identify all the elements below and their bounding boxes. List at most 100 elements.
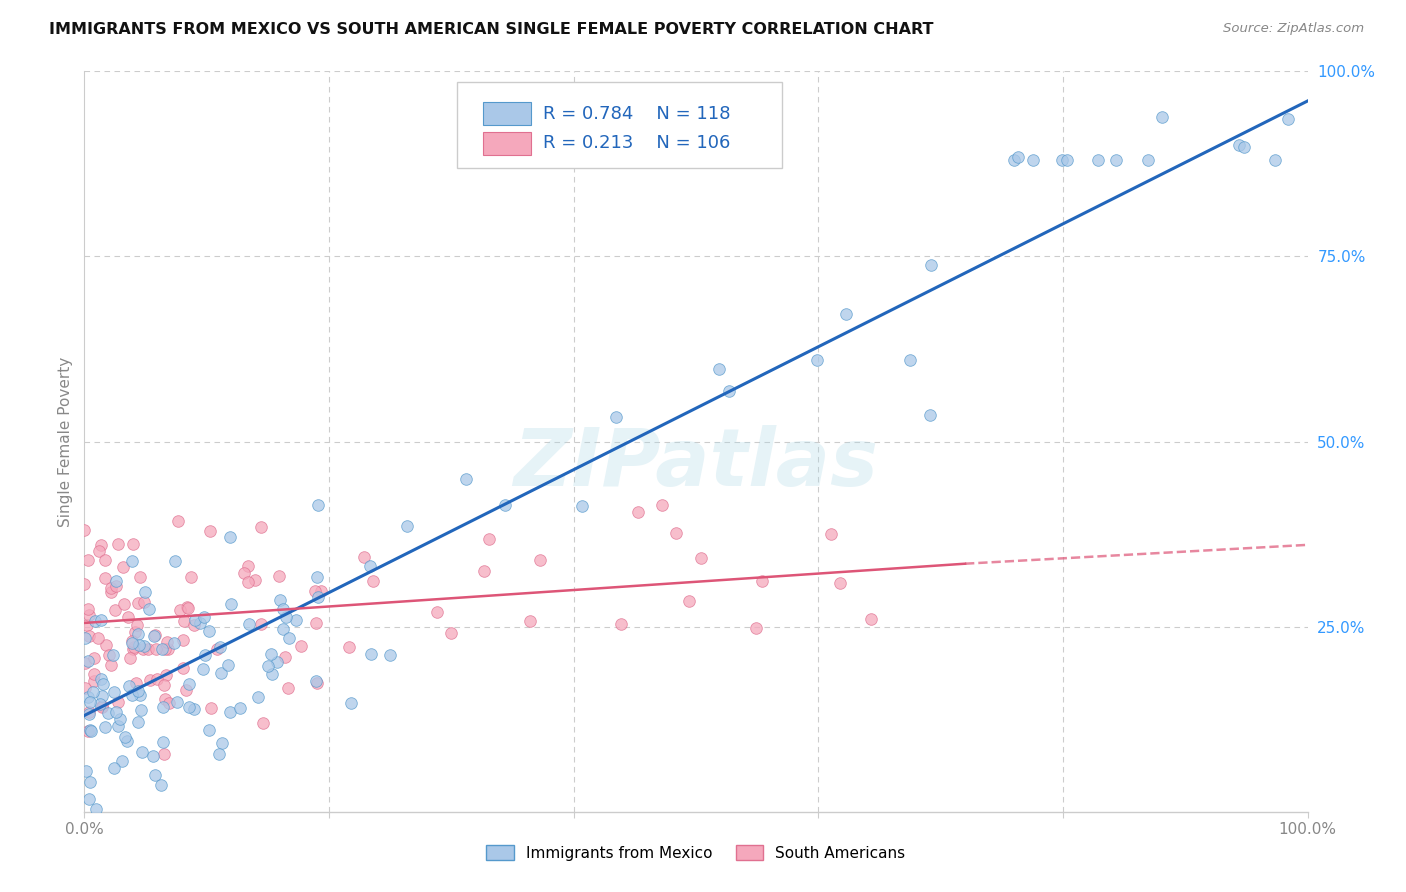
Point [136, 641, 159, 656]
Point [124, 625, 146, 640]
Point [571, 499, 593, 513]
Point [83, 651, 105, 665]
Point [153, 678, 176, 692]
Point [200, 701, 222, 715]
Point [127, 714, 149, 729]
Point [188, 616, 211, 631]
Y-axis label: Single Female Poverty: Single Female Poverty [58, 357, 73, 526]
Point [121, 537, 143, 551]
Point [134, 595, 156, 609]
Point [269, 568, 291, 582]
Point [108, 712, 131, 726]
Point [150, 778, 173, 792]
Point [143, 628, 166, 642]
Point [260, 647, 283, 661]
Point [1152, 110, 1174, 124]
Point [152, 747, 174, 761]
Point [105, 705, 128, 719]
Point [173, 614, 195, 628]
Point [121, 633, 143, 648]
Point [898, 353, 921, 368]
Point [211, 736, 233, 750]
Point [361, 574, 384, 588]
Point [305, 616, 328, 631]
Point [125, 676, 148, 690]
Point [198, 723, 221, 737]
Point [127, 627, 149, 641]
Point [1136, 153, 1159, 168]
Point [232, 566, 254, 580]
Point [76, 602, 98, 616]
Point [75, 764, 97, 778]
Point [77, 629, 100, 643]
Point [353, 549, 375, 564]
Point [73, 577, 96, 591]
Point [79, 607, 101, 622]
Point [87, 544, 110, 558]
Point [250, 616, 273, 631]
Point [94, 553, 117, 567]
Point [152, 700, 174, 714]
Point [77, 690, 100, 705]
Point [359, 558, 381, 573]
Point [91, 698, 114, 713]
Point [79, 723, 101, 738]
Point [257, 659, 280, 673]
Point [529, 553, 551, 567]
Point [228, 700, 250, 714]
Point [76, 724, 98, 739]
Text: ZIPatlas: ZIPatlas [513, 425, 879, 503]
Point [91, 690, 114, 704]
Point [245, 573, 267, 587]
Point [191, 661, 214, 675]
Point [146, 672, 169, 686]
Point [307, 498, 329, 512]
Point [472, 564, 495, 578]
Point [920, 258, 942, 272]
Point [103, 762, 125, 776]
Point [77, 705, 100, 719]
Point [494, 498, 516, 512]
Point [1277, 112, 1299, 126]
Point [718, 384, 741, 398]
Text: IMMIGRANTS FROM MEXICO VS SOUTH AMERICAN SINGLE FEMALE POVERTY CORRELATION CHART: IMMIGRANTS FROM MEXICO VS SOUTH AMERICAN… [49, 22, 934, 37]
Text: R = 0.784    N = 118: R = 0.784 N = 118 [543, 104, 731, 122]
Point [157, 641, 180, 656]
Point [238, 575, 260, 590]
Point [77, 706, 100, 721]
Point [121, 688, 143, 702]
Point [90, 672, 112, 686]
Point [134, 640, 156, 654]
Point [745, 621, 768, 635]
Point [129, 702, 152, 716]
Point [101, 648, 124, 662]
Point [98, 648, 121, 662]
Point [142, 629, 165, 643]
Point [169, 603, 191, 617]
Point [87, 632, 110, 646]
Point [277, 681, 299, 695]
Legend: Immigrants from Mexico, South Americans: Immigrants from Mexico, South Americans [481, 839, 911, 867]
FancyBboxPatch shape [484, 102, 531, 125]
Point [107, 695, 129, 709]
Point [176, 599, 198, 614]
Point [100, 658, 122, 673]
Point [134, 585, 156, 599]
Text: Source: ZipAtlas.com: Source: ZipAtlas.com [1223, 22, 1364, 36]
Point [1022, 153, 1045, 168]
Point [1056, 153, 1078, 168]
Point [605, 409, 627, 424]
Point [198, 524, 221, 538]
Point [174, 683, 197, 698]
Point [129, 570, 152, 584]
Point [194, 648, 217, 663]
Text: R = 0.213    N = 106: R = 0.213 N = 106 [543, 134, 731, 153]
Point [1105, 153, 1128, 168]
Point [166, 695, 188, 709]
Point [73, 631, 96, 645]
Point [157, 696, 180, 710]
Point [835, 307, 858, 321]
Point [145, 641, 167, 656]
Point [132, 641, 155, 656]
Point [360, 647, 382, 661]
